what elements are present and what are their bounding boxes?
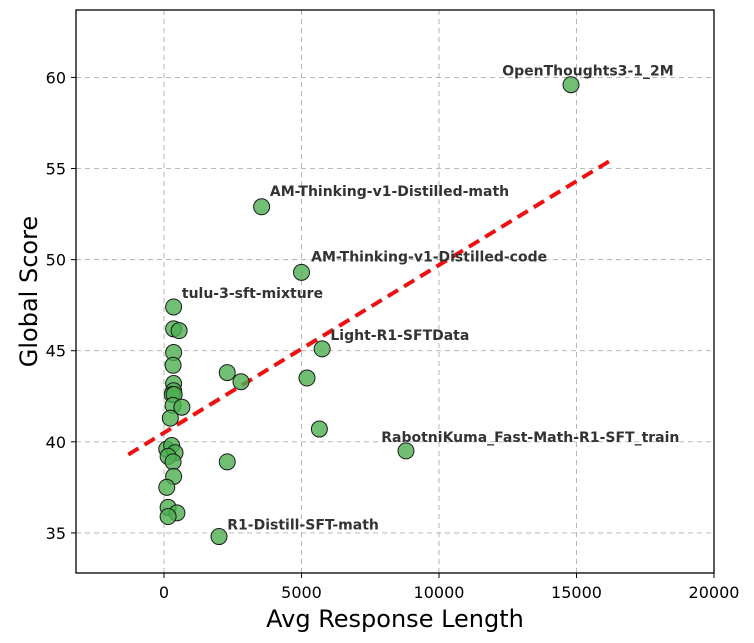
trend-line	[127, 157, 614, 457]
data-point	[397, 442, 415, 460]
point-annotation: R1-Distill-SFT-math	[227, 517, 379, 533]
y-tick-label: 45	[46, 342, 66, 361]
axis-ticks: 0 5000 10000 15000 20000 35 40 45 50 55 60	[46, 68, 740, 602]
data-point	[158, 478, 176, 496]
point-annotation: AM-Thinking-v1-Distilled-code	[311, 249, 547, 265]
data-point	[218, 364, 236, 382]
data-point	[173, 398, 191, 416]
x-axis-label: Avg Response Length	[266, 605, 524, 633]
y-tick-label: 50	[46, 251, 66, 270]
data-point	[161, 409, 179, 427]
data-point	[164, 453, 182, 471]
plot-frame	[75, 9, 715, 574]
data-point	[253, 198, 271, 216]
data-point	[210, 528, 228, 546]
y-tick-label: 35	[46, 524, 66, 543]
data-point	[218, 453, 236, 471]
x-tick-label: 0	[159, 583, 169, 602]
data-point	[293, 263, 310, 281]
y-tick-label: 40	[46, 433, 66, 452]
annotations: OpenThoughts3-1_2M AM-Thinking-v1-Distill…	[182, 64, 680, 534]
x-tick-label: 20000	[689, 583, 740, 602]
y-axis-label: Global Score	[15, 216, 43, 367]
data-point	[164, 356, 182, 374]
point-annotation: OpenThoughts3-1_2M	[502, 64, 673, 80]
y-tick-label: 60	[46, 68, 66, 87]
x-tick-label: 10000	[414, 583, 465, 602]
data-point	[165, 298, 183, 316]
point-annotation: Light-R1-SFTData	[330, 328, 469, 344]
data-point	[298, 369, 316, 387]
data-point	[232, 373, 250, 391]
trend-line-layer	[127, 157, 614, 457]
data-point	[310, 420, 328, 438]
x-tick-label: 5000	[281, 583, 322, 602]
x-tick-label: 15000	[551, 583, 602, 602]
point-annotation: tulu-3-sft-mixture	[182, 286, 323, 302]
data-point	[562, 76, 580, 94]
point-annotation: AM-Thinking-v1-Distilled-math	[270, 184, 509, 200]
data-point	[313, 340, 331, 358]
data-point	[170, 322, 188, 340]
data-point	[159, 508, 177, 526]
y-tick-label: 55	[46, 160, 66, 179]
point-annotation: RabotniKuma_Fast-Math-R1-SFT_train	[381, 430, 679, 446]
data-points	[158, 76, 580, 546]
